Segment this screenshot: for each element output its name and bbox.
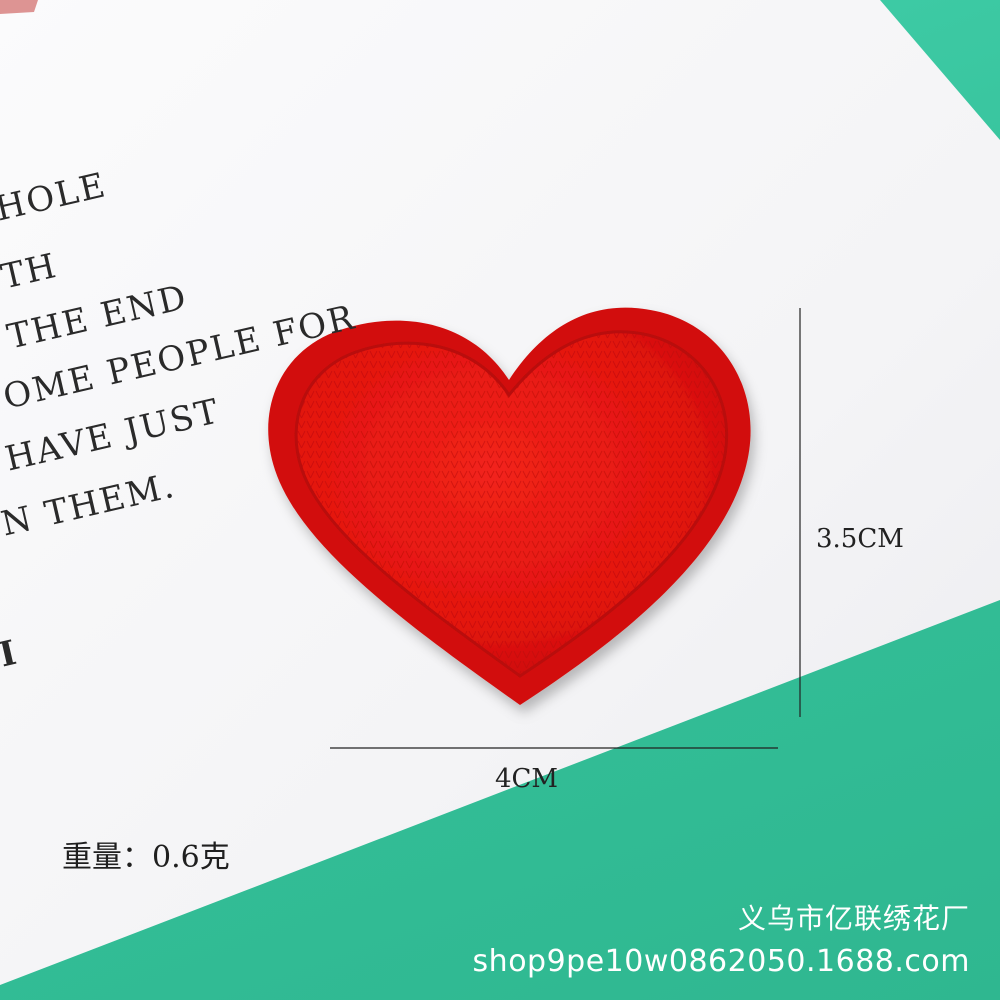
card-line: I <box>0 632 22 676</box>
card-line: N THEM. <box>0 465 180 545</box>
card-line: HOLE <box>0 165 111 230</box>
height-label: 3.5CM <box>816 524 904 554</box>
heart-patch <box>268 307 751 705</box>
width-label: 4CM <box>495 764 559 794</box>
card-corner-decoration <box>0 0 38 14</box>
card-line: TH <box>0 245 62 298</box>
watermark-company: 义乌市亿联绣花厂 <box>737 902 970 935</box>
weight-label: 重量：0.6克 <box>62 840 230 875</box>
watermark-shop-url: shop9pe10w0862050.1688.com <box>472 944 970 979</box>
